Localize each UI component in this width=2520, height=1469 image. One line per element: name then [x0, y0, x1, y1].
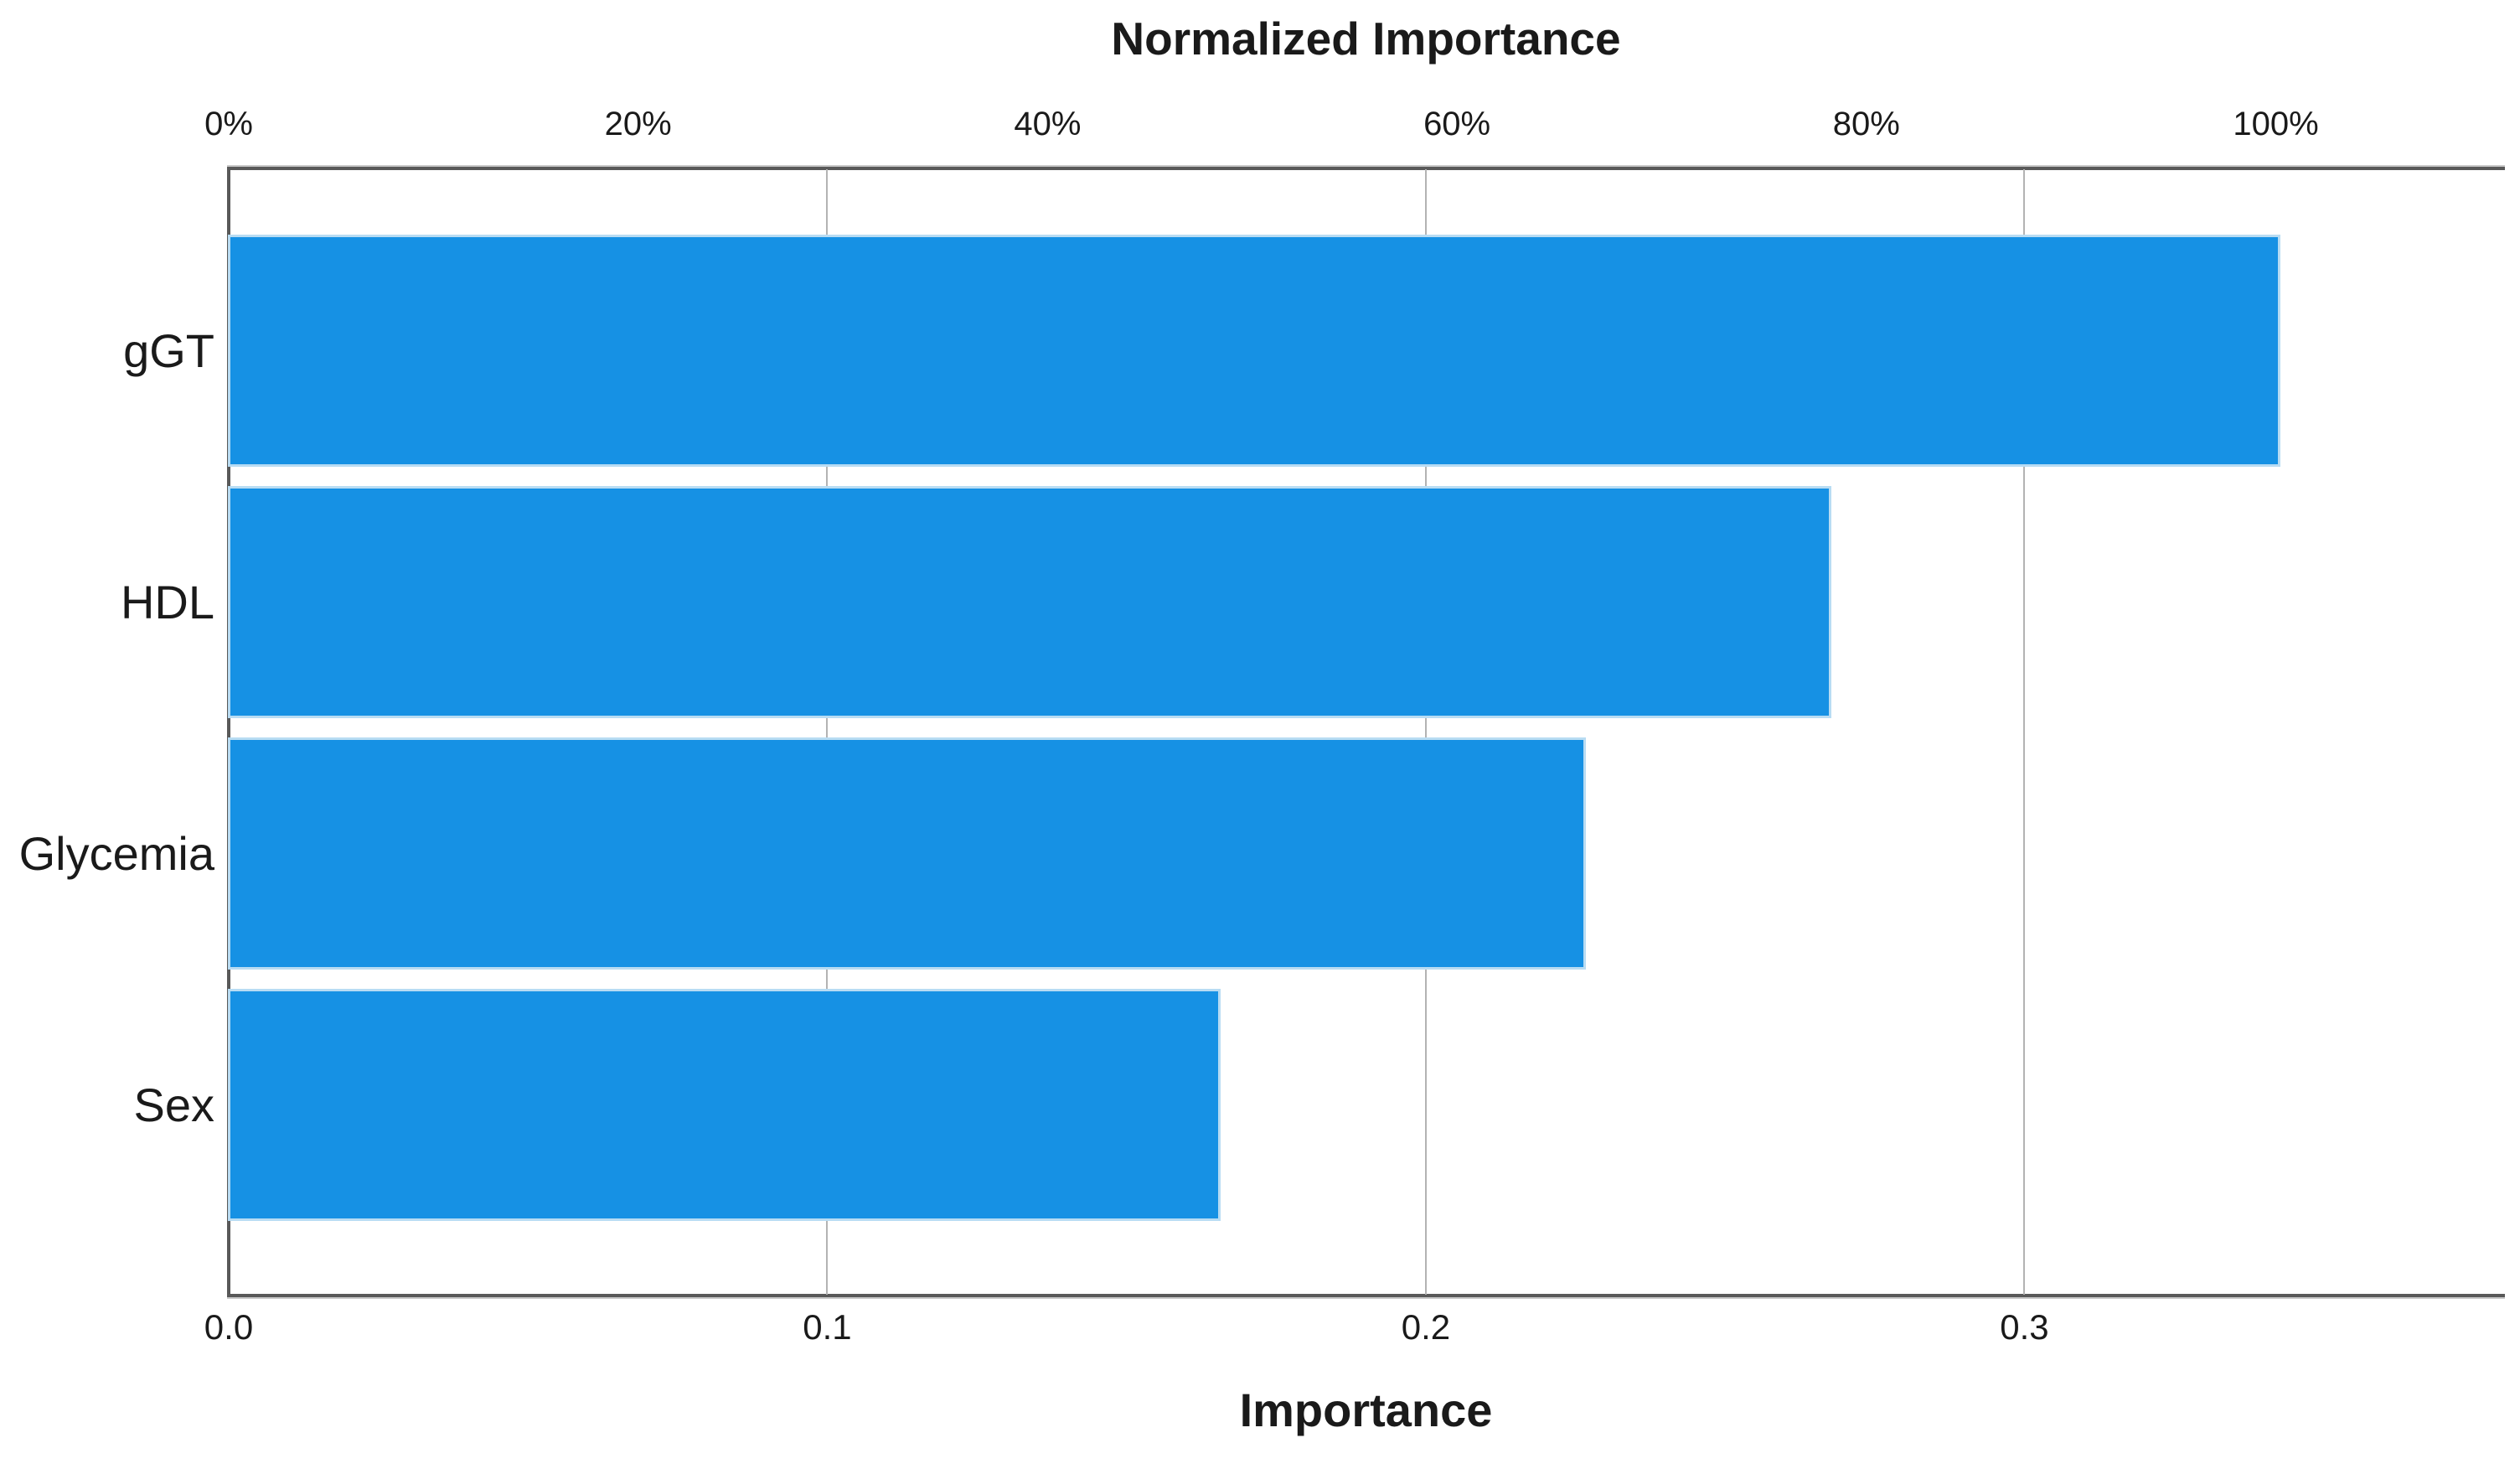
gridline-0.3	[2023, 169, 2026, 1295]
bar-gGT	[228, 235, 2280, 467]
top-tick-label-0: 0%	[204, 106, 253, 142]
bottom-tick-label-0.0: 0.0	[204, 1307, 254, 1347]
category-label-gGT: gGT	[123, 324, 214, 377]
category-label-HDL: HDL	[120, 576, 214, 628]
bottom-tick-label-0.1: 0.1	[803, 1307, 852, 1347]
bar-Glycemia	[228, 737, 1586, 970]
plot-frame-left	[227, 167, 230, 1297]
top-tick-label-60: 60%	[1423, 106, 1491, 142]
plot-frame-bottom	[227, 1294, 2505, 1297]
top-tick-label-20: 20%	[604, 106, 672, 142]
top-tick-label-40: 40%	[1014, 106, 1082, 142]
bar-Sex	[228, 989, 1221, 1221]
plot-frame-top	[227, 167, 2505, 170]
top-tick-label-100: 100%	[2233, 106, 2319, 142]
top-tick-label-80: 80%	[1832, 106, 1900, 142]
bottom-axis-title: Importance	[1239, 1384, 1493, 1436]
bottom-tick-label-0.3: 0.3	[2000, 1307, 2049, 1347]
bar-HDL	[228, 486, 1831, 718]
gridline-0.2	[1424, 169, 1427, 1295]
gridline-0.1	[826, 169, 829, 1295]
chart-title: Normalized Importance	[1111, 13, 1621, 65]
bottom-tick-label-0.2: 0.2	[1401, 1307, 1451, 1347]
category-label-Glycemia: Glycemia	[18, 827, 214, 880]
category-label-Sex: Sex	[133, 1078, 215, 1131]
